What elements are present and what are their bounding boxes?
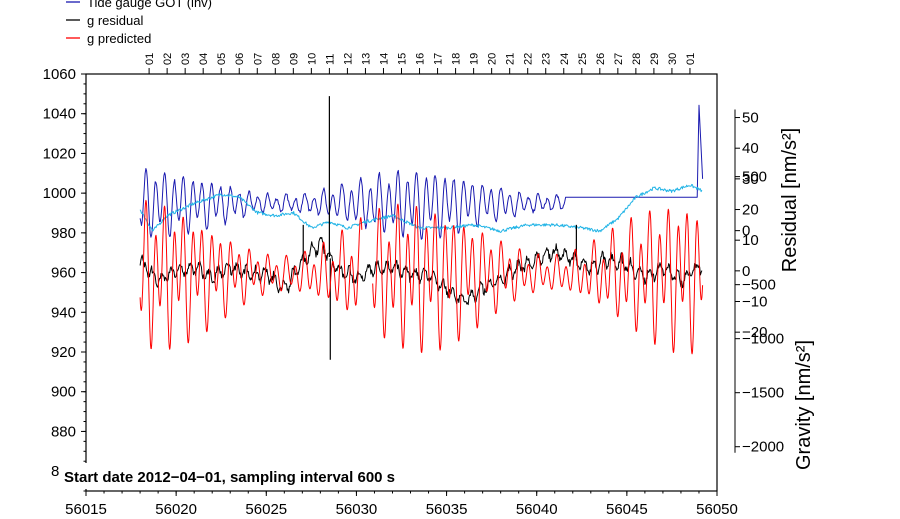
day-tick-label: 11 <box>324 54 336 65</box>
day-tick-label: 22 <box>523 53 535 65</box>
series-g-predicted <box>372 203 704 355</box>
day-tick-label: 26 <box>595 53 607 65</box>
y-left-tick-label: 1020 <box>43 145 76 162</box>
y-residual-tick-label: 40 <box>742 140 759 157</box>
y-left-tick-label: 960 <box>51 265 76 282</box>
x-tick-label: 56050 <box>696 501 738 518</box>
day-tick-label: 08 <box>270 53 282 65</box>
day-tick-label: 18 <box>451 53 463 65</box>
x-tick-label: 56035 <box>426 501 468 518</box>
series-tide-gauge-got-inv-mean <box>139 183 703 233</box>
day-tick-label: 03 <box>180 53 192 65</box>
x-tick-label: 56040 <box>516 501 558 518</box>
day-tick-label: 09 <box>288 53 300 65</box>
day-tick-label: 05 <box>216 53 228 65</box>
y-gravity-tick-label: −2000 <box>742 439 784 456</box>
series-g-residual <box>139 236 703 306</box>
x-tick-label: 56045 <box>606 501 648 518</box>
day-tick-label: 24 <box>559 53 571 65</box>
y-gravity-tick-label: −1500 <box>742 385 784 402</box>
y-gravity-label: Gravity [nm/s²] <box>793 340 815 470</box>
day-tick-label: 15 <box>397 53 409 65</box>
y-residual-tick-label: −20 <box>742 324 767 341</box>
day-tick-label: 14 <box>378 53 390 65</box>
day-tick-label: 28 <box>631 53 643 65</box>
y-gravity-tick-label: −500 <box>742 277 776 294</box>
plot-frame <box>85 73 718 492</box>
day-tick-label: 17 <box>433 53 445 65</box>
day-tick-label: 10 <box>306 53 318 65</box>
day-tick-label: 04 <box>198 53 210 65</box>
y-left-tick-label: 880 <box>51 423 76 440</box>
day-tick-label: 25 <box>577 53 589 65</box>
y-left-tick-label: 1000 <box>43 185 76 202</box>
series-g-predicted <box>139 199 363 350</box>
y-gravity-tick-label: −1000 <box>742 331 784 348</box>
y-residual-tick-label: 50 <box>742 110 759 127</box>
day-tick-label: 29 <box>649 53 661 65</box>
legend: Tide gauge GOT (inv) g residual g predicte… <box>66 0 212 46</box>
day-tick-label: 19 <box>469 53 481 65</box>
x-tick-label: 56025 <box>245 501 287 518</box>
series-layer <box>139 96 704 360</box>
y-left-tick-label: 1040 <box>43 106 76 123</box>
y-residual-tick-label: 0 <box>742 263 750 280</box>
y-left-tick-label: 920 <box>51 344 76 361</box>
day-tick-label: 16 <box>415 53 427 65</box>
day-tick-label: 12 <box>342 53 354 65</box>
legend-label: g residual <box>87 13 143 28</box>
day-tick-label: 07 <box>252 53 264 65</box>
x-tick-label: 56030 <box>336 501 378 518</box>
annotation-text: Start date 2012−04−01, sampling interval… <box>64 469 395 486</box>
day-tick-label: 27 <box>613 53 625 65</box>
y-residual-tick-label: 20 <box>742 202 759 219</box>
series-tide-gauge-got-inv- <box>139 104 704 240</box>
day-tick-label: 21 <box>505 53 517 65</box>
day-tick-label: 13 <box>360 53 372 65</box>
y-residual-tick-label: 10 <box>742 232 759 249</box>
y-gravity-tick-label: 500 <box>742 169 767 186</box>
day-tick-label: 20 <box>487 53 499 65</box>
y-left-tick-label: 900 <box>51 384 76 401</box>
annotation-box <box>60 463 430 489</box>
legend-label: g predicted <box>87 31 151 46</box>
y-left-tick-label: 1060 <box>43 66 76 83</box>
day-tick-label: 02 <box>162 53 174 65</box>
y-residual-label: Residual [nm/s²] <box>779 128 801 273</box>
day-tick-label: 23 <box>541 53 553 65</box>
day-tick-label: 30 <box>667 53 679 65</box>
y-left-tick-label: 980 <box>51 225 76 242</box>
day-tick-label: 01 <box>685 53 697 65</box>
day-tick-label: 06 <box>234 53 246 65</box>
day-tick-label: 01 <box>144 53 156 65</box>
y-residual-tick-label: 30 <box>742 171 759 188</box>
y-residual-tick-label: −10 <box>742 294 767 311</box>
x-tick-label: 56015 <box>65 501 107 518</box>
y-left-tick-label: 940 <box>51 304 76 321</box>
y-gravity-tick-label: 0 <box>742 223 750 240</box>
x-tick-label: 56020 <box>155 501 197 518</box>
legend-label: Tide gauge GOT (inv) <box>87 0 212 10</box>
axes-layer: 56015 56020 56025 56030 56035 56040 56045 56050… <box>43 53 785 518</box>
